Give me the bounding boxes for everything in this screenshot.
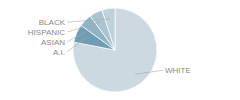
leader-line bbox=[67, 37, 86, 52]
chart: WHITE A.I.ASIANHISPANICBLACK bbox=[0, 0, 240, 100]
leader-line bbox=[135, 70, 163, 74]
pie-slice bbox=[102, 8, 115, 50]
slice-label: HISPANIC bbox=[28, 28, 65, 37]
slice-label: ASIAN bbox=[41, 38, 65, 47]
slice-label: WHITE bbox=[165, 66, 191, 75]
leader-line bbox=[67, 28, 93, 42]
slice-label: A.I. bbox=[53, 48, 65, 57]
leader-line bbox=[67, 19, 110, 22]
slice-label: BLACK bbox=[39, 18, 66, 27]
leader-line bbox=[67, 22, 101, 32]
labels: WHITE A.I.ASIANHISPANICBLACK bbox=[28, 18, 191, 75]
